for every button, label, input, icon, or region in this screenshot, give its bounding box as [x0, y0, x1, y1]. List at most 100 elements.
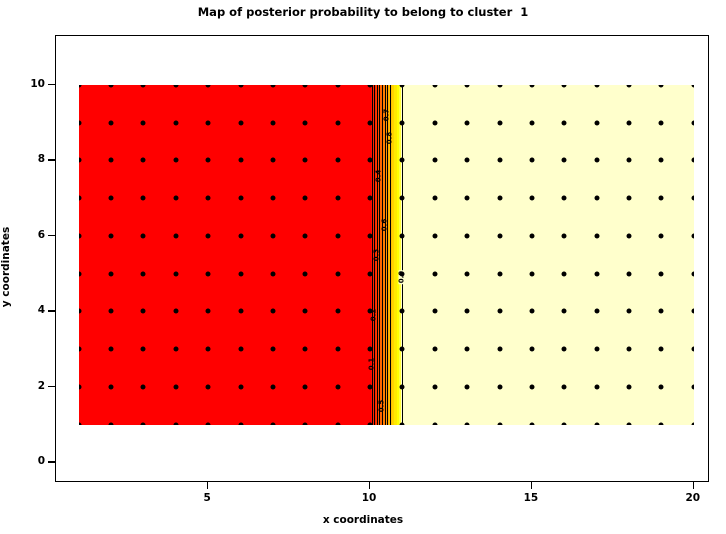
contour-line — [401, 85, 404, 425]
data-point — [108, 120, 114, 126]
color-band — [375, 85, 378, 425]
data-point — [108, 195, 114, 201]
data-point — [432, 233, 438, 239]
data-point — [270, 195, 276, 201]
contour-line — [382, 85, 384, 425]
data-point — [529, 233, 535, 239]
data-point — [238, 85, 244, 88]
data-point — [626, 346, 632, 352]
data-point — [497, 384, 503, 390]
contour-label: 0.5 — [377, 399, 386, 412]
data-point — [140, 85, 146, 88]
data-point — [205, 157, 211, 163]
x-tick-label: 10 — [361, 492, 377, 504]
contour-line — [371, 85, 373, 425]
data-point — [432, 195, 438, 201]
data-point — [399, 85, 405, 88]
data-point — [497, 85, 503, 88]
data-point — [464, 120, 470, 126]
data-point — [367, 271, 373, 277]
data-point — [658, 195, 664, 201]
data-point — [529, 157, 535, 163]
data-point — [497, 346, 503, 352]
data-point — [108, 346, 114, 352]
data-point — [691, 422, 694, 425]
color-band — [380, 85, 383, 425]
plot-area: 0.7 0.8 0.4 0.6 0.3 0.9 0.2 0.1 0.5 — [55, 35, 709, 482]
data-point — [140, 157, 146, 163]
data-point — [691, 384, 694, 390]
data-point — [594, 85, 600, 88]
data-point — [561, 157, 567, 163]
data-point — [367, 346, 373, 352]
data-point — [464, 85, 470, 88]
data-point — [658, 233, 664, 239]
data-point — [561, 195, 567, 201]
data-point — [626, 120, 632, 126]
contour-line — [387, 85, 389, 425]
data-point — [270, 308, 276, 314]
data-point — [335, 233, 341, 239]
contour-label: 0.4 — [374, 169, 383, 182]
data-point — [108, 85, 114, 88]
data-point — [658, 346, 664, 352]
data-point — [238, 384, 244, 390]
data-point — [78, 271, 82, 277]
data-point — [497, 233, 503, 239]
data-point — [691, 271, 694, 277]
y-tick-label: 0 — [37, 455, 45, 468]
data-point — [78, 85, 82, 88]
data-point — [529, 271, 535, 277]
x-tick — [369, 482, 371, 489]
data-point — [302, 120, 308, 126]
y-tick-label: 2 — [37, 379, 45, 392]
data-point — [173, 195, 179, 201]
data-point — [335, 346, 341, 352]
data-point — [432, 157, 438, 163]
data-point — [432, 271, 438, 277]
data-point — [658, 308, 664, 314]
data-point — [302, 195, 308, 201]
data-point — [78, 195, 82, 201]
data-point — [399, 422, 405, 425]
data-point — [367, 233, 373, 239]
data-point — [594, 195, 600, 201]
data-point — [658, 120, 664, 126]
data-point — [108, 422, 114, 425]
data-point — [497, 271, 503, 277]
data-point — [302, 85, 308, 88]
data-point — [691, 85, 694, 88]
data-point — [594, 384, 600, 390]
data-point — [561, 271, 567, 277]
data-point — [78, 308, 82, 314]
data-point — [270, 157, 276, 163]
data-point — [561, 384, 567, 390]
data-point — [108, 308, 114, 314]
data-point — [270, 85, 276, 88]
data-point — [626, 384, 632, 390]
data-point — [238, 195, 244, 201]
data-point — [302, 384, 308, 390]
data-point — [302, 308, 308, 314]
contour-line — [390, 85, 392, 425]
data-point — [399, 308, 405, 314]
data-point — [205, 384, 211, 390]
color-band — [399, 85, 402, 425]
data-point — [205, 120, 211, 126]
data-point — [529, 308, 535, 314]
data-point — [335, 308, 341, 314]
x-axis-label: x coordinates — [322, 514, 404, 526]
x-tick-label: 5 — [203, 492, 211, 504]
data-point — [497, 120, 503, 126]
data-point — [594, 120, 600, 126]
data-point — [140, 120, 146, 126]
color-band — [396, 85, 400, 425]
data-point — [594, 308, 600, 314]
data-point — [529, 120, 535, 126]
data-point — [561, 308, 567, 314]
contour-line — [376, 85, 378, 425]
color-band — [393, 85, 397, 425]
data-point — [658, 384, 664, 390]
contour-line — [384, 85, 386, 425]
